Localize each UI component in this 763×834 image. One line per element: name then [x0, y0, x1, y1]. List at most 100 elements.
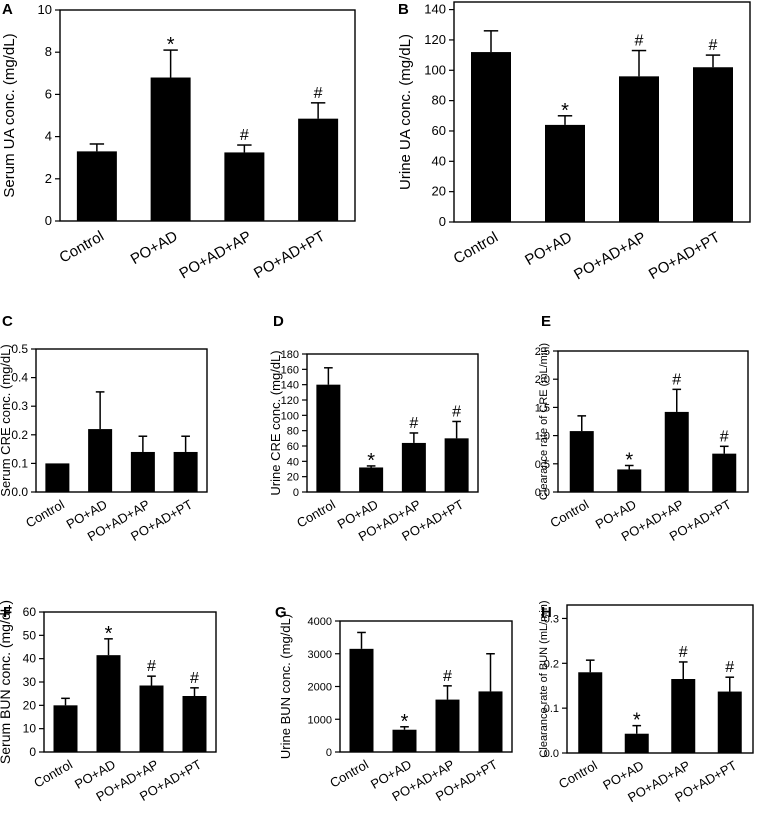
significance-marker-g: #: [443, 668, 452, 685]
y-tick-label-c: 0.1: [11, 456, 28, 470]
y-tick-label-e: 1.0: [535, 431, 550, 443]
bar-a-po-ad-pt: [298, 118, 339, 221]
significance-marker-h: #: [725, 659, 734, 676]
y-axis-label-h: Clearance rate of BUN (mL/min): [538, 600, 550, 757]
significance-marker-f: #: [190, 670, 199, 687]
bar-h-po-ad: [624, 733, 649, 753]
bar-a-po-ad-ap: [224, 152, 265, 221]
y-tick-label-b: 100: [424, 62, 446, 77]
bar-c-po-ad-pt: [173, 451, 198, 492]
y-tick-label-e: 1.5: [535, 402, 550, 414]
category-label-c: Control: [23, 497, 67, 531]
y-tick-label-b: 120: [424, 32, 446, 47]
bar-c-po-ad: [88, 429, 113, 492]
significance-marker-g: *: [401, 711, 409, 733]
y-axis-label-g: Urine BUN conc. (mg/dL): [278, 614, 293, 759]
y-tick-label-a: 6: [45, 86, 52, 101]
bar-g-po-ad-pt: [478, 691, 503, 752]
bar-g-po-ad: [392, 729, 417, 752]
bar-d-po-ad-ap: [401, 442, 426, 492]
panel-letter-d: D: [273, 313, 284, 330]
bar-e-po-ad-pt: [712, 453, 737, 492]
significance-marker-b: #: [635, 33, 644, 50]
significance-marker-a: #: [314, 85, 323, 102]
panel-letter-f: F: [3, 604, 12, 621]
plot-frame-b: [453, 1, 751, 223]
y-tick-label-h: 0.3: [544, 613, 559, 625]
significance-marker-e: #: [672, 371, 681, 388]
significance-marker-h: *: [633, 710, 641, 732]
plot-frame-e: [557, 350, 749, 493]
y-tick-label-f: 40: [23, 652, 37, 666]
y-tick-label-g: 2000: [308, 682, 332, 694]
y-axis-label-a: Serum UA conc. (mg/dL): [1, 33, 18, 197]
category-label-b: PO+AD+PT: [646, 229, 723, 283]
significance-marker-a: #: [240, 127, 249, 144]
significance-marker-a: *: [167, 34, 175, 56]
y-tick-label-d: 140: [281, 380, 299, 392]
plot-frame-h: [566, 604, 754, 754]
y-tick-label-a: 8: [45, 44, 52, 59]
bar-a-control: [76, 151, 117, 221]
y-tick-label-c: 0.2: [11, 428, 28, 442]
category-label-b: PO+AD+AP: [571, 229, 649, 284]
bar-f-po-ad: [96, 655, 121, 752]
y-tick-label-e: 0.0: [535, 487, 550, 499]
bar-h-po-ad-pt: [717, 691, 742, 753]
bar-f-po-ad-ap: [139, 685, 164, 752]
y-tick-label-b: 20: [432, 184, 446, 199]
y-tick-label-d: 120: [281, 395, 299, 407]
category-label-b: PO+AD: [522, 229, 575, 269]
bar-b-control: [471, 52, 511, 222]
y-tick-label-b: 140: [424, 2, 446, 17]
bar-e-control: [569, 431, 594, 492]
y-tick-label-g: 4000: [308, 616, 332, 628]
significance-marker-d: *: [367, 450, 375, 472]
y-tick-label-h: 0.1: [544, 703, 559, 715]
panel-letter-b: B: [398, 1, 409, 18]
y-axis-label-b: Urine UA conc. (mg/dL): [397, 34, 414, 190]
significance-marker-b: #: [709, 37, 718, 54]
y-tick-label-d: 20: [287, 472, 299, 484]
y-tick-label-f: 30: [23, 675, 37, 689]
significance-marker-e: #: [720, 428, 729, 445]
significance-marker-d: #: [409, 415, 418, 432]
bar-a-po-ad: [150, 77, 191, 222]
y-tick-label-d: 40: [287, 456, 299, 468]
y-tick-label-g: 1000: [308, 714, 332, 726]
y-axis-label-e: Clearance rate of CRE (mL/min): [538, 343, 550, 500]
bar-h-control: [578, 672, 603, 753]
category-label-b: Control: [451, 229, 501, 268]
category-label-a: Control: [56, 228, 106, 267]
y-tick-label-g: 3000: [308, 649, 332, 661]
significance-marker-b: *: [561, 100, 569, 122]
panel-letter-e: E: [541, 313, 551, 330]
y-tick-label-d: 180: [281, 349, 299, 361]
category-label-a: PO+AD+PT: [251, 228, 328, 282]
bar-h-po-ad-ap: [671, 679, 696, 753]
bar-d-po-ad: [359, 467, 384, 492]
category-label-f: Control: [31, 757, 75, 791]
bar-d-po-ad-pt: [444, 438, 469, 492]
y-tick-label-a: 4: [45, 129, 52, 144]
bar-f-po-ad-pt: [182, 696, 207, 752]
panel-letter-a: A: [2, 1, 13, 18]
plot-frame-a: [59, 9, 356, 222]
panel-letter-h: H: [541, 604, 552, 621]
significance-marker-f: #: [147, 658, 156, 675]
y-tick-label-f: 10: [23, 722, 37, 736]
y-tick-label-c: 0.4: [11, 371, 28, 385]
y-tick-label-e: 2.0: [535, 374, 550, 386]
y-tick-label-b: 60: [432, 123, 446, 138]
y-tick-label-d: 100: [281, 410, 299, 422]
panel-b: B 0 20 40 60 80 100 120 140 Urine UA conc. (mg/dL…: [397, 1, 751, 284]
category-label-a: PO+AD: [128, 228, 181, 268]
y-tick-label-f: 20: [23, 698, 37, 712]
plot-frame-d: [306, 353, 479, 493]
bar-b-po-ad: [545, 124, 585, 222]
y-axis-label-d: Urine CRE conc. (mg/dL): [268, 350, 283, 495]
